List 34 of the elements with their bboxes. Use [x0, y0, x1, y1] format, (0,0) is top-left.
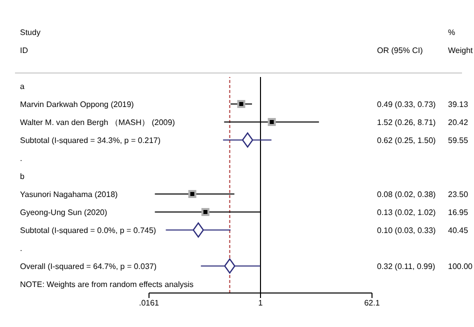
y-tick-label: Yasunori Nagahama (2018) — [20, 190, 118, 199]
text: 20.42 — [448, 118, 469, 127]
annotation: NOTE: Weights are from random effects analysis — [20, 280, 194, 289]
text: Weight — [448, 46, 474, 55]
y-tick-label: Subtotal (I-squared = 0.0%, p = 0.745) — [20, 226, 156, 235]
data-label: 0.13 (0.02, 1.02) — [377, 208, 436, 217]
text: OR (95% CI) — [377, 46, 424, 55]
text: 100.00 — [448, 262, 474, 271]
y-tick-label: Gyeong-Ung Sun (2020) — [20, 208, 108, 217]
text: Study — [20, 28, 40, 37]
text: 0.32 (0.11, 0.99) — [377, 262, 436, 271]
data-label: 1.52 (0.26, 8.71) — [377, 118, 436, 127]
x-tick-label: .0161 — [138, 298, 160, 308]
y-tick-label: Subtotal (I-squared = 34.3%, p = 0.217) — [20, 136, 161, 145]
data-label: 0.49 (0.33, 0.73) — [377, 100, 436, 109]
y-tick-label: . — [20, 154, 22, 163]
text: 0.10 (0.03, 0.33) — [377, 226, 436, 235]
text: % — [448, 28, 456, 37]
text: 39.13 — [448, 100, 469, 109]
text: 23.50 — [448, 190, 469, 199]
text: 16.95 — [448, 208, 469, 217]
text: ID — [20, 46, 28, 55]
y-tick-label: b — [20, 172, 25, 181]
x-tick-label: 62.1 — [364, 298, 380, 308]
text: 0.62 (0.25, 1.50) — [377, 136, 436, 145]
y-tick-label: a — [20, 82, 25, 91]
y-tick-label: . — [20, 244, 22, 253]
text: 59.55 — [448, 136, 469, 145]
y-tick-label: Marvin Darkwah Oppong (2019) — [20, 100, 134, 109]
y-tick-label: Overall (I-squared = 64.7%, p = 0.037) — [20, 262, 157, 271]
text: 40.45 — [448, 226, 469, 235]
x-tick-label: 1 — [258, 298, 264, 308]
data-label: 0.08 (0.02, 0.38) — [377, 190, 436, 199]
y-tick-label: Walter M. van den Bergh （MASH） (2009) — [20, 118, 176, 127]
